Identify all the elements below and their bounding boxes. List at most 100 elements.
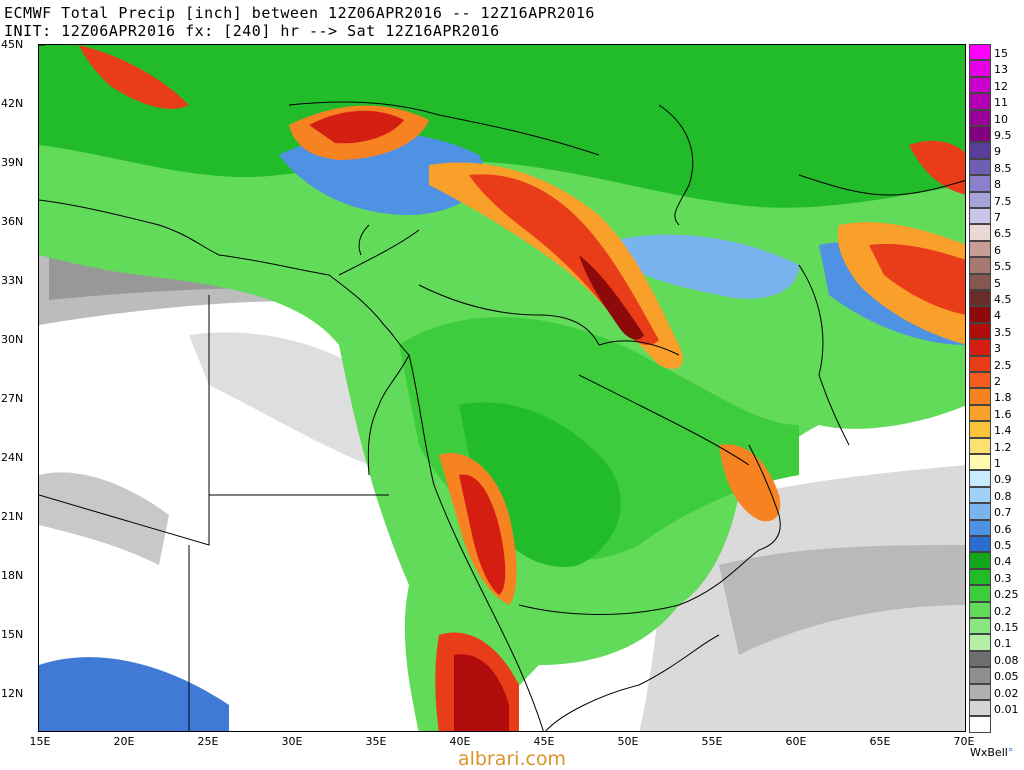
legend-label: 0.1 (994, 637, 1012, 651)
legend-entry: 0.8 (969, 486, 1021, 505)
legend-entry: 0.2 (969, 601, 1021, 620)
lat-label: 45N (1, 38, 24, 51)
legend-entry: 0.9 (969, 470, 1021, 488)
legend-swatch (969, 208, 991, 225)
legend-entry: 2 (969, 372, 1021, 390)
chart-subtitle: INIT: 12Z06APR2016 fx: [240] hr --> Sat … (4, 22, 500, 40)
legend-label: 0.9 (994, 473, 1012, 487)
chart-title: ECMWF Total Precip [inch] between 12Z06A… (4, 4, 595, 22)
legend-label: 1.8 (994, 391, 1012, 405)
lat-label: 36N (1, 215, 24, 228)
legend-entry: 8 (969, 175, 1021, 193)
legend-label: 0.3 (994, 571, 1012, 585)
legend-label: 0.6 (994, 522, 1012, 536)
map-canvas (39, 45, 965, 731)
legend-entry: 9.5 (969, 126, 1021, 144)
lat-label: 12N (1, 687, 24, 700)
lon-label: 50E (617, 735, 639, 748)
legend-entry: 0.4 (969, 552, 1021, 570)
legend-label: 4 (994, 309, 1001, 323)
lat-label: 39N (1, 156, 24, 169)
legend-entry: 8.5 (969, 158, 1021, 177)
legend-swatch (969, 273, 991, 290)
legend-label: 3 (994, 342, 1001, 356)
legend-label: 0.25 (994, 588, 1019, 602)
legend-swatch (969, 568, 991, 586)
lat-label: 15N (1, 628, 24, 641)
legend-entry (969, 716, 1021, 734)
legend-label: 0.7 (994, 506, 1012, 520)
legend-entry: 0.6 (969, 519, 1021, 538)
legend-swatch (969, 126, 991, 143)
legend-label: 1.2 (994, 440, 1012, 454)
legend-label: 7.5 (994, 194, 1012, 208)
legend-label: 2 (994, 375, 1001, 388)
legend-label: 4.5 (994, 293, 1012, 306)
lon-label: 30E (281, 735, 303, 748)
legend-swatch (969, 339, 991, 356)
legend-entry: 2.5 (969, 355, 1021, 374)
legend-entry: 0.7 (969, 503, 1021, 521)
legend-entry: 11 (969, 93, 1021, 111)
lat-label: 33N (1, 274, 24, 287)
legend-entry: 0.01 (969, 700, 1021, 718)
legend-label: 11 (994, 96, 1008, 110)
watermark: albrari.com (457, 748, 567, 770)
legend-swatch (969, 388, 991, 405)
legend-swatch (969, 552, 991, 569)
legend-swatch (969, 536, 991, 553)
precip-map (38, 44, 966, 732)
legend-entry: 6 (969, 240, 1021, 259)
legend-swatch (969, 290, 991, 307)
legend-entry: 0.5 (969, 536, 1021, 554)
brand-name: WxBell (970, 746, 1008, 759)
legend-entry: 6.5 (969, 224, 1021, 242)
legend-entry: 1.8 (969, 388, 1021, 406)
legend-label: 1.4 (994, 424, 1012, 438)
legend-swatch (969, 44, 991, 61)
legend-label: 5.5 (994, 260, 1012, 274)
legend-label: 0.05 (994, 670, 1019, 684)
legend-label: 8.5 (994, 161, 1012, 175)
legend-label: 0.2 (994, 604, 1012, 618)
legend-label: 0.5 (994, 539, 1012, 552)
wxbell-brand: WxBell° (970, 746, 1013, 759)
legend-swatch (969, 470, 991, 487)
legend-label: 0.4 (994, 555, 1012, 569)
legend-swatch (969, 60, 991, 77)
legend-swatch (969, 240, 991, 258)
legend-swatch (969, 503, 991, 520)
legend-label: 2.5 (994, 358, 1012, 372)
brand-dot-icon: ° (1007, 746, 1014, 759)
legend-entry: 7.5 (969, 191, 1021, 210)
legend-swatch (969, 716, 991, 733)
legend-entry: 0.05 (969, 667, 1021, 685)
legend-swatch (969, 650, 991, 668)
legend-label: 0.8 (994, 489, 1012, 503)
lon-label: 20E (113, 735, 135, 748)
lon-label: 45E (533, 735, 555, 748)
legend-entry: 4 (969, 306, 1021, 324)
legend-label: 0.02 (994, 686, 1019, 700)
legend-swatch (969, 601, 991, 618)
lat-label: 21N (1, 510, 24, 523)
legend-entry: 0.08 (969, 650, 1021, 669)
legend-label: 5 (994, 276, 1001, 290)
lon-label: 35E (365, 735, 387, 748)
legend-swatch (969, 158, 991, 176)
legend-swatch (969, 372, 991, 389)
legend-swatch (969, 224, 991, 241)
legend-swatch (969, 175, 991, 192)
lon-label: 15E (29, 735, 51, 748)
legend-entry: 15 (969, 44, 1021, 62)
legend-label: 8 (994, 178, 1001, 192)
legend-swatch (969, 634, 991, 651)
legend-swatch (969, 437, 991, 454)
legend-label: 15 (994, 47, 1008, 60)
legend-swatch (969, 306, 991, 323)
legend-swatch (969, 667, 991, 684)
legend-swatch (969, 322, 991, 340)
legend-swatch (969, 404, 991, 422)
legend-swatch (969, 683, 991, 700)
legend-label: 12 (994, 79, 1008, 93)
